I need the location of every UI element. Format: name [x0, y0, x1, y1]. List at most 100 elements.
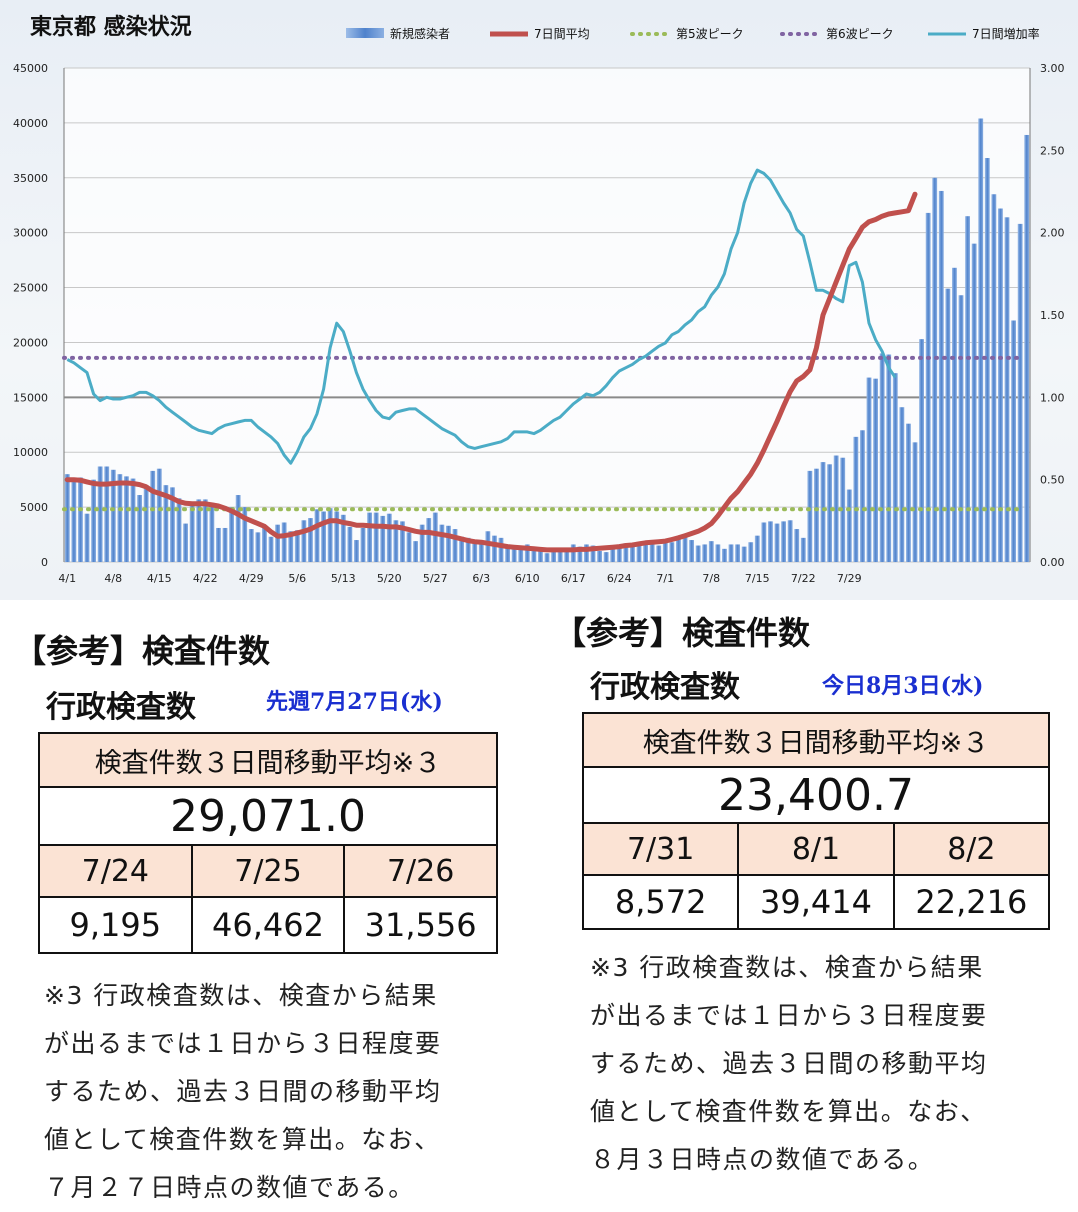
right-date-note: 今日8月3日(水) — [822, 673, 984, 699]
left-axis-ticks: 0 5000 10000 15000 20000 25000 30000 35000 40000… — [13, 62, 48, 569]
left-day-1: 7/24 — [38, 844, 193, 898]
bar — [708, 541, 714, 562]
chart-legend: 新規感染者 7日間平均 第5波ピーク 第6波ピーク 7日間増加率 — [346, 26, 1040, 41]
bar — [84, 513, 90, 562]
x-tick-label: 7/29 — [837, 572, 862, 585]
bar — [393, 520, 399, 562]
bar — [472, 541, 478, 562]
left-tick-label: 40000 — [13, 117, 48, 130]
bar — [235, 495, 241, 562]
bar — [728, 544, 734, 562]
right-footnote-line: が出るまでは１日から３日程度要 — [590, 1001, 988, 1030]
left-average-value: 29,071.0 — [38, 786, 498, 846]
right-value-1: 8,572 — [581, 874, 740, 930]
bar — [215, 527, 221, 562]
left-table-header: 検査件数３日間移動平均※３ — [38, 732, 498, 788]
bar — [353, 540, 359, 562]
bar — [275, 524, 281, 562]
bar — [117, 474, 123, 562]
right-axis-ticks: 0.00 0.50 1.00 1.50 2.00 2.50 3.00 — [1040, 62, 1065, 569]
bar — [77, 477, 83, 562]
bar — [971, 243, 977, 562]
growth-rate-line — [66, 168, 897, 465]
bar — [268, 536, 274, 562]
bar — [544, 553, 550, 562]
x-tick-label: 4/22 — [193, 572, 218, 585]
bar — [820, 462, 826, 562]
right-tick-label: 1.00 — [1040, 391, 1065, 404]
legend-swatch-bar — [346, 28, 384, 38]
bar — [636, 543, 642, 562]
left-value-1: 9,195 — [38, 896, 193, 954]
bar — [675, 536, 681, 562]
bar — [689, 540, 695, 562]
bar — [505, 545, 511, 562]
bar — [984, 158, 990, 563]
bar — [938, 190, 944, 562]
bar — [399, 521, 405, 562]
left-tick-label: 45000 — [13, 62, 48, 75]
bar — [255, 532, 261, 562]
bar — [905, 423, 911, 562]
bar — [91, 479, 97, 562]
bar — [1004, 217, 1010, 562]
new-cases-bars — [64, 118, 1030, 563]
bar — [873, 378, 879, 562]
left-tick-label: 35000 — [13, 172, 48, 185]
left-footnote-line: が出るまでは１日から３日程度要 — [44, 1029, 442, 1058]
right-day-1: 7/31 — [581, 822, 740, 876]
bar — [991, 194, 997, 562]
bar — [104, 466, 110, 562]
bar — [511, 545, 517, 562]
bar — [958, 295, 964, 562]
left-day-2: 7/25 — [190, 844, 346, 898]
bar — [610, 546, 616, 562]
bar — [741, 546, 747, 562]
right-average-value: 23,400.7 — [582, 766, 1050, 824]
bar — [925, 212, 931, 562]
bar — [189, 504, 195, 562]
bar — [340, 514, 346, 562]
right-footnote-line: 値として検査件数を算出。なお、 — [590, 1097, 987, 1126]
bar — [669, 542, 675, 562]
left-tick-label: 0 — [41, 556, 48, 569]
right-tick-label: 1.50 — [1040, 309, 1065, 322]
bar — [919, 339, 925, 562]
legend-label: 7日間平均 — [534, 27, 590, 41]
x-tick-label: 6/10 — [515, 572, 540, 585]
bar — [827, 464, 833, 562]
bar — [439, 524, 445, 562]
bar — [202, 499, 208, 562]
bar — [629, 544, 635, 562]
left-ref-title: 【参考】検査件数 — [14, 632, 271, 670]
right-ref-title: 【参考】検査件数 — [554, 614, 811, 652]
bar — [682, 535, 688, 562]
bar — [459, 536, 465, 562]
bar — [524, 544, 530, 562]
bar — [248, 529, 254, 562]
bar — [662, 542, 668, 562]
right-tick-label: 0.50 — [1040, 474, 1065, 487]
bar — [859, 430, 865, 562]
bar — [899, 407, 905, 562]
right-test-table: 検査件数３日間移動平均※３ 23,400.7 7/31 8/1 8/2 8,57… — [581, 712, 1051, 930]
bar — [97, 466, 103, 562]
bar — [176, 498, 182, 562]
bar — [419, 524, 425, 562]
bar — [997, 208, 1003, 562]
bar — [761, 522, 767, 562]
x-tick-label: 6/3 — [472, 572, 490, 585]
left-test-table: 検査件数３日間移動平均※３ 29,071.0 7/24 7/25 7/26 9,… — [38, 732, 498, 954]
bar — [321, 511, 327, 562]
bar — [656, 545, 662, 562]
left-value-3: 31,556 — [343, 896, 498, 954]
bar — [912, 442, 918, 562]
bar — [242, 507, 248, 562]
bar — [334, 511, 340, 562]
x-tick-label: 5/20 — [377, 572, 402, 585]
x-tick-label: 6/24 — [607, 572, 632, 585]
x-tick-label: 5/6 — [288, 572, 306, 585]
bar — [1011, 320, 1017, 562]
bar — [183, 523, 189, 562]
chart-title: 東京都 感染状況 — [30, 14, 192, 40]
